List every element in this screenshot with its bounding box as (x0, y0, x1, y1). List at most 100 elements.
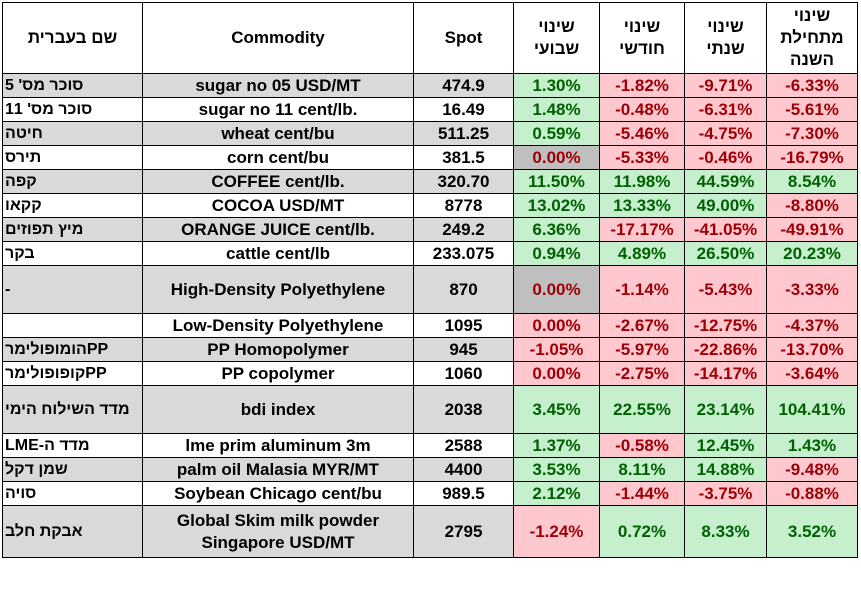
table-row: - High-Density Polyethylene 870 0.00% -1.14%… (2, 265, 858, 314)
weekly-change-cell: 0.00% (513, 145, 600, 170)
commodity-cell: ORANGE JUICE cent/lb. (142, 217, 414, 242)
ytd-change-cell: -49.91% (766, 217, 858, 242)
spot-cell: 870 (413, 265, 514, 314)
header-weekly-change: שינוי שבועי (513, 2, 600, 74)
header-ytd-change: שינוי מתחילת השנה (766, 2, 858, 74)
header-commodity: Commodity (142, 2, 414, 74)
hebrew-name-cell: סוכר מס' 11 (2, 97, 143, 122)
weekly-change-cell: 6.36% (513, 217, 600, 242)
ytd-change-cell: -6.33% (766, 73, 858, 98)
weekly-change-cell: 3.53% (513, 457, 600, 482)
weekly-change-cell: 3.45% (513, 385, 600, 434)
hebrew-name-cell: שמן דקל (2, 457, 143, 482)
table-row: קפה COFFEE cent/lb. 320.70 11.50% 11.98% 44.5… (2, 169, 858, 194)
commodity-cell: Global Skim milk powder Singapore USD/MT (142, 505, 414, 558)
header-row: שם בעברית Commodity Spot שינוי שבועי שינ… (2, 2, 858, 74)
monthly-change-cell: 4.89% (599, 241, 685, 266)
table-row: מדד השילוח הימי bdi index 2038 3.45% 22.55% 2… (2, 385, 858, 434)
ytd-change-cell: 8.54% (766, 169, 858, 194)
commodity-cell: sugar no 11 cent/lb. (142, 97, 414, 122)
commodity-cell: Soybean Chicago cent/bu (142, 481, 414, 506)
monthly-change-cell: -1.82% (599, 73, 685, 98)
spot-cell: 320.70 (413, 169, 514, 194)
commodity-cell: sugar no 05 USD/MT (142, 73, 414, 98)
commodity-cell: PP copolymer (142, 361, 414, 386)
table-row: תירס corn cent/bu 381.5 0.00% -5.33% -0.46% -1… (2, 145, 858, 170)
yearly-change-cell: -14.17% (684, 361, 767, 386)
weekly-change-cell: -1.05% (513, 337, 600, 362)
commodity-cell: lme prim aluminum 3m (142, 433, 414, 458)
weekly-change-cell: 1.48% (513, 97, 600, 122)
hebrew-name-cell: תירס (2, 145, 143, 170)
commodity-cell: cattle cent/lb (142, 241, 414, 266)
ytd-change-cell: -16.79% (766, 145, 858, 170)
table-row: חיטה wheat cent/bu 511.25 0.59% -5.46% -4.75%… (2, 121, 858, 146)
spot-cell: 233.075 (413, 241, 514, 266)
spot-cell: 249.2 (413, 217, 514, 242)
hebrew-name-cell: בקר (2, 241, 143, 266)
table-row: PPהומופולימר PP Homopolymer 945 -1.05% -5.97… (2, 337, 858, 362)
weekly-change-cell: 0.00% (513, 265, 600, 314)
yearly-change-cell: 44.59% (684, 169, 767, 194)
table-row: בקר cattle cent/lb 233.075 0.94% 4.89% 26.50%… (2, 241, 858, 266)
ytd-change-cell: -3.33% (766, 265, 858, 314)
hebrew-name-cell: מדד ה-LME (2, 433, 143, 458)
monthly-change-cell: -0.58% (599, 433, 685, 458)
hebrew-name-cell (2, 313, 143, 338)
yearly-change-cell: 8.33% (684, 505, 767, 558)
table-row: מיץ תפוזים ORANGE JUICE cent/lb. 249.2 6.36… (2, 217, 858, 242)
spot-cell: 989.5 (413, 481, 514, 506)
hebrew-name-cell: סויה (2, 481, 143, 506)
weekly-change-cell: 0.59% (513, 121, 600, 146)
ytd-change-cell: -3.64% (766, 361, 858, 386)
table-row: קקאו COCOA USD/MT 8778 13.02% 13.33% 49.00% -8… (2, 193, 858, 218)
spot-cell: 2588 (413, 433, 514, 458)
yearly-change-cell: 23.14% (684, 385, 767, 434)
monthly-change-cell: 8.11% (599, 457, 685, 482)
monthly-change-cell: -5.33% (599, 145, 685, 170)
ytd-change-cell: -5.61% (766, 97, 858, 122)
table-body: סוכר מס' 5 sugar no 05 USD/MT 474.9 1.30% -1… (2, 73, 858, 558)
table-row: אבקת חלב Global Skim milk powder Singapor… (2, 505, 858, 558)
monthly-change-cell: -2.75% (599, 361, 685, 386)
hebrew-name-cell: חיטה (2, 121, 143, 146)
spot-cell: 1060 (413, 361, 514, 386)
yearly-change-cell: 49.00% (684, 193, 767, 218)
hebrew-name-cell: - (2, 265, 143, 314)
yearly-change-cell: -5.43% (684, 265, 767, 314)
spot-cell: 2795 (413, 505, 514, 558)
weekly-change-cell: -1.24% (513, 505, 600, 558)
yearly-change-cell: -6.31% (684, 97, 767, 122)
commodity-cell: corn cent/bu (142, 145, 414, 170)
monthly-change-cell: -2.67% (599, 313, 685, 338)
ytd-change-cell: 3.52% (766, 505, 858, 558)
table-row: מדד ה-LME lme prim aluminum 3m 2588 1.37% -0… (2, 433, 858, 458)
weekly-change-cell: 2.12% (513, 481, 600, 506)
hebrew-name-cell: קפה (2, 169, 143, 194)
spot-cell: 4400 (413, 457, 514, 482)
table-row: סוכר מס' 5 sugar no 05 USD/MT 474.9 1.30% -1… (2, 73, 858, 98)
yearly-change-cell: -9.71% (684, 73, 767, 98)
weekly-change-cell: 11.50% (513, 169, 600, 194)
hebrew-name-cell: קקאו (2, 193, 143, 218)
yearly-change-cell: -0.46% (684, 145, 767, 170)
table-row: סוכר מס' 11 sugar no 11 cent/lb. 16.49 1.48… (2, 97, 858, 122)
spot-cell: 1095 (413, 313, 514, 338)
weekly-change-cell: 1.30% (513, 73, 600, 98)
spot-cell: 2038 (413, 385, 514, 434)
spot-cell: 381.5 (413, 145, 514, 170)
yearly-change-cell: -41.05% (684, 217, 767, 242)
header-spot: Spot (413, 2, 514, 74)
table-row: סויה Soybean Chicago cent/bu 989.5 2.12% -1.… (2, 481, 858, 506)
monthly-change-cell: 0.72% (599, 505, 685, 558)
weekly-change-cell: 0.94% (513, 241, 600, 266)
monthly-change-cell: -1.14% (599, 265, 685, 314)
yearly-change-cell: 12.45% (684, 433, 767, 458)
commodity-cell: COFFEE cent/lb. (142, 169, 414, 194)
table-row: Low-Density Polyethylene 1095 0.00% -2.67% -… (2, 313, 858, 338)
monthly-change-cell: -0.48% (599, 97, 685, 122)
yearly-change-cell: 26.50% (684, 241, 767, 266)
monthly-change-cell: -5.46% (599, 121, 685, 146)
hebrew-name-cell: מדד השילוח הימי (2, 385, 143, 434)
commodities-table: שם בעברית Commodity Spot שינוי שבועי שינ… (2, 2, 858, 558)
